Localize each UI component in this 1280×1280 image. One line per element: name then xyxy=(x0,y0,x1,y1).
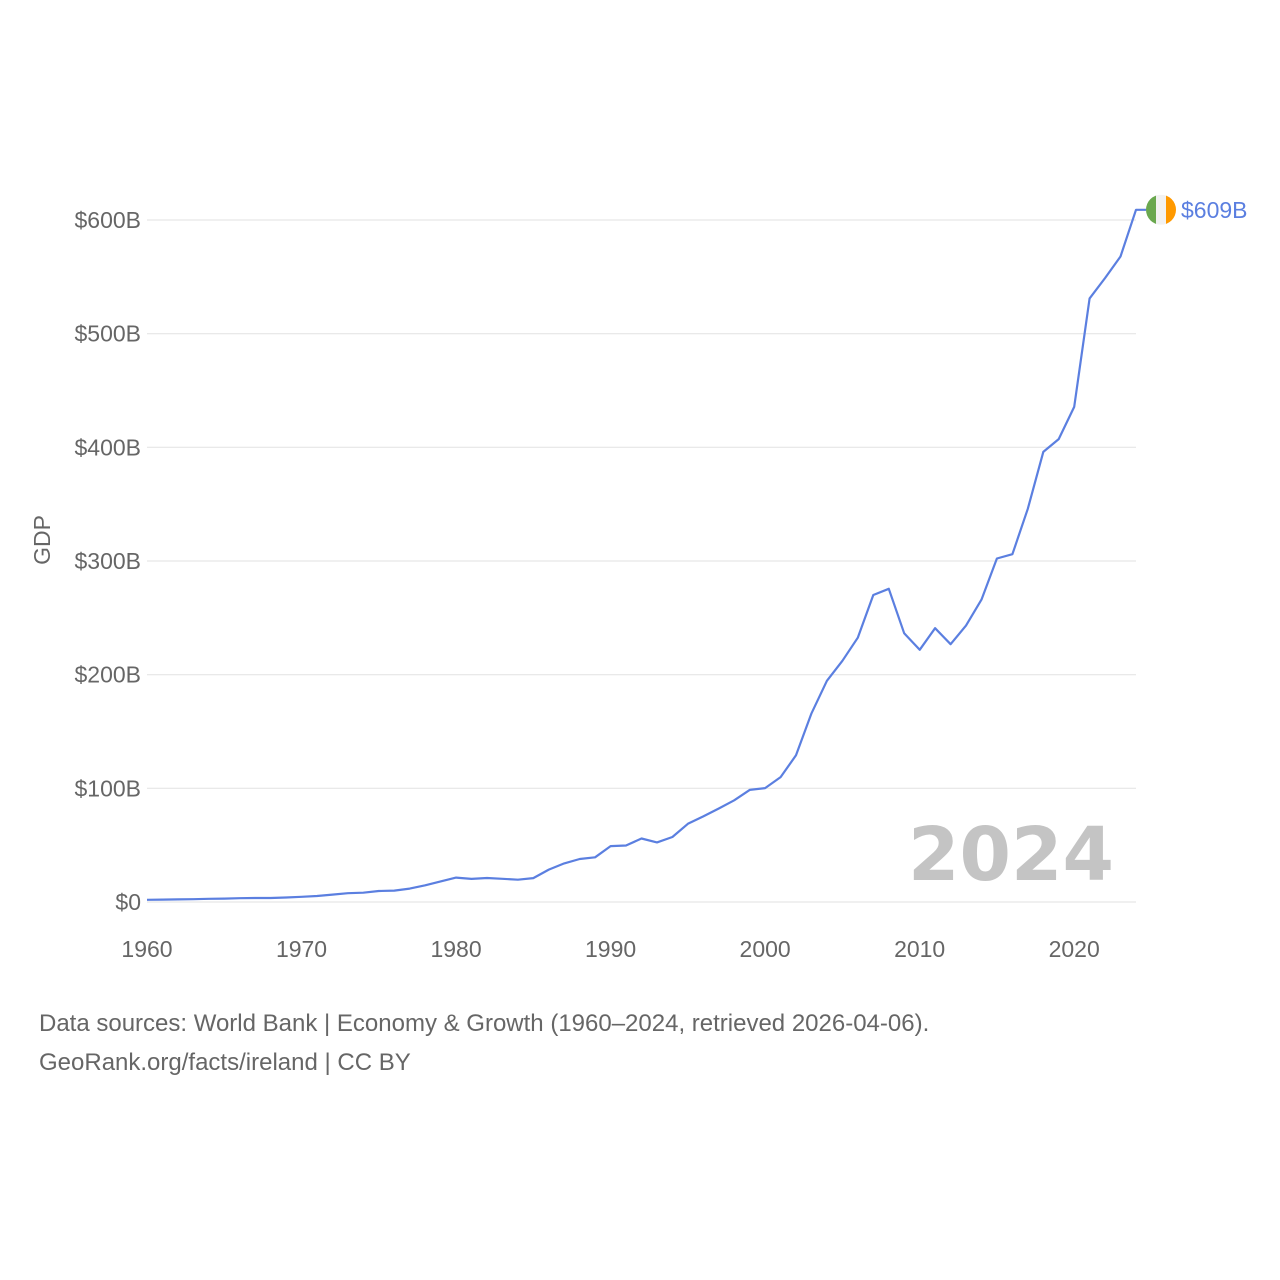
x-tick-label: 2010 xyxy=(894,936,945,962)
y-tick-label: $600B xyxy=(74,207,141,233)
x-tick-label: 2000 xyxy=(740,936,791,962)
x-tick-label: 1990 xyxy=(585,936,636,962)
x-tick-label: 1970 xyxy=(276,936,327,962)
flag-stripe-white xyxy=(1156,194,1167,225)
y-tick-label: $0 xyxy=(115,889,141,915)
current-year-label: 2024 xyxy=(908,812,1114,898)
x-tick-label: 1980 xyxy=(430,936,481,962)
y-tick-label: $300B xyxy=(74,548,141,574)
y-tick-label: $200B xyxy=(74,662,141,688)
flag-stripe-orange xyxy=(1166,194,1176,225)
x-tick-label: 1960 xyxy=(121,936,172,962)
y-tick-label: $100B xyxy=(74,775,141,801)
y-axis-tick-labels: $0 $100B $200B $300B $400B $500B $600B xyxy=(74,207,141,915)
ireland-flag-icon xyxy=(1146,194,1176,225)
gridlines xyxy=(147,219,1136,903)
flag-stripe-green xyxy=(1146,194,1157,225)
x-axis-tick-labels: 1960 1970 1980 1990 2000 2010 2020 xyxy=(121,936,1099,962)
gdp-line-chart: $0 $100B $200B $300B $400B $500B $600B 1960 197… xyxy=(29,194,1248,962)
y-tick-label: $500B xyxy=(74,321,141,347)
y-axis-title: GDP xyxy=(29,515,55,565)
x-tick-label: 2020 xyxy=(1049,936,1100,962)
series-line-ireland xyxy=(146,208,1146,901)
series-end-value-label: $609B xyxy=(1181,197,1248,223)
data-source-footer: Data sources: World Bank | Economy & Gro… xyxy=(39,1004,929,1082)
attribution-link[interactable]: GeoRank.org/facts/ireland | CC BY xyxy=(39,1049,411,1076)
source-text: Data sources: World Bank | Economy & Gro… xyxy=(39,1010,930,1037)
series-end-marker xyxy=(1146,194,1176,225)
y-tick-label: $400B xyxy=(74,434,141,460)
